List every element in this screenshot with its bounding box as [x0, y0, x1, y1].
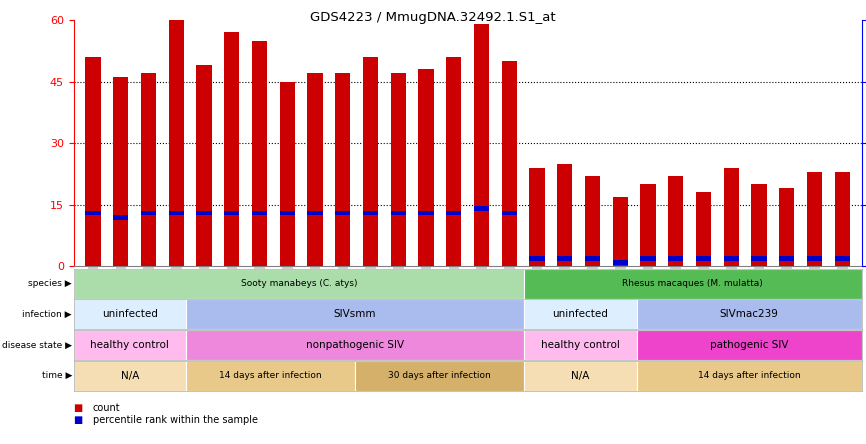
- Bar: [724, 168, 739, 266]
- Text: uninfected: uninfected: [553, 309, 608, 319]
- Bar: [557, 164, 572, 266]
- Text: 30 days after infection: 30 days after infection: [388, 371, 491, 380]
- Bar: [74, 299, 186, 329]
- Bar: [585, 256, 600, 261]
- Bar: [524, 269, 862, 299]
- Bar: [501, 210, 517, 215]
- Text: 14 days after infection: 14 days after infection: [219, 371, 322, 380]
- Text: healthy control: healthy control: [540, 340, 620, 350]
- Bar: [418, 69, 434, 266]
- Bar: [779, 256, 794, 261]
- Bar: [197, 210, 211, 215]
- Bar: [335, 210, 351, 215]
- Bar: [529, 256, 545, 261]
- Bar: [637, 299, 862, 329]
- Text: infection ▶: infection ▶: [23, 310, 72, 319]
- Bar: [74, 269, 524, 299]
- Text: percentile rank within the sample: percentile rank within the sample: [93, 415, 258, 424]
- Bar: [186, 330, 524, 360]
- Text: healthy control: healthy control: [90, 340, 170, 350]
- Bar: [391, 73, 406, 266]
- Text: species ▶: species ▶: [29, 279, 72, 288]
- Bar: [752, 256, 766, 261]
- Text: nonpathogenic SIV: nonpathogenic SIV: [306, 340, 404, 350]
- Text: time ▶: time ▶: [42, 371, 72, 380]
- Bar: [640, 184, 656, 266]
- Bar: [363, 210, 378, 215]
- Bar: [529, 168, 545, 266]
- Bar: [835, 172, 850, 266]
- Text: 14 days after infection: 14 days after infection: [698, 371, 800, 380]
- Bar: [224, 32, 239, 266]
- Bar: [280, 210, 295, 215]
- Bar: [391, 210, 406, 215]
- Bar: [696, 256, 711, 261]
- Bar: [612, 197, 628, 266]
- Text: SIVmac239: SIVmac239: [720, 309, 779, 319]
- Bar: [307, 210, 323, 215]
- Bar: [752, 184, 766, 266]
- Bar: [186, 299, 524, 329]
- Bar: [640, 256, 656, 261]
- Text: pathogenic SIV: pathogenic SIV: [710, 340, 788, 350]
- Text: Sooty manabeys (C. atys): Sooty manabeys (C. atys): [241, 279, 357, 288]
- Text: count: count: [93, 404, 120, 413]
- Bar: [524, 361, 637, 391]
- Bar: [446, 210, 462, 215]
- Bar: [637, 330, 862, 360]
- Bar: [169, 20, 184, 266]
- Bar: [418, 210, 434, 215]
- Bar: [86, 210, 100, 215]
- Bar: [807, 256, 822, 261]
- Bar: [585, 176, 600, 266]
- Bar: [669, 256, 683, 261]
- Text: GDS4223 / MmugDNA.32492.1.S1_at: GDS4223 / MmugDNA.32492.1.S1_at: [310, 11, 556, 24]
- Bar: [669, 176, 683, 266]
- Bar: [169, 210, 184, 215]
- Bar: [113, 214, 128, 220]
- Bar: [224, 210, 239, 215]
- Bar: [186, 361, 355, 391]
- Bar: [197, 65, 211, 266]
- Bar: [779, 188, 794, 266]
- Bar: [524, 299, 637, 329]
- Bar: [280, 82, 295, 266]
- Text: N/A: N/A: [120, 371, 139, 381]
- Bar: [501, 61, 517, 266]
- Text: ■: ■: [74, 415, 83, 424]
- Text: SIVsmm: SIVsmm: [333, 309, 377, 319]
- Text: ■: ■: [74, 404, 83, 413]
- Bar: [335, 73, 351, 266]
- Bar: [557, 256, 572, 261]
- Bar: [355, 361, 524, 391]
- Bar: [696, 193, 711, 266]
- Bar: [252, 210, 267, 215]
- Bar: [252, 40, 267, 266]
- Bar: [724, 256, 739, 261]
- Bar: [807, 172, 822, 266]
- Bar: [141, 210, 156, 215]
- Bar: [835, 256, 850, 261]
- Text: disease state ▶: disease state ▶: [2, 341, 72, 349]
- Bar: [474, 206, 489, 211]
- Bar: [363, 57, 378, 266]
- Bar: [141, 73, 156, 266]
- Bar: [307, 73, 323, 266]
- Bar: [524, 330, 637, 360]
- Bar: [637, 361, 862, 391]
- Text: Rhesus macaques (M. mulatta): Rhesus macaques (M. mulatta): [623, 279, 763, 288]
- Bar: [74, 330, 186, 360]
- Bar: [474, 24, 489, 266]
- Bar: [446, 57, 462, 266]
- Text: N/A: N/A: [571, 371, 590, 381]
- Bar: [86, 57, 100, 266]
- Bar: [612, 260, 628, 265]
- Text: uninfected: uninfected: [102, 309, 158, 319]
- Bar: [74, 361, 186, 391]
- Bar: [113, 78, 128, 266]
